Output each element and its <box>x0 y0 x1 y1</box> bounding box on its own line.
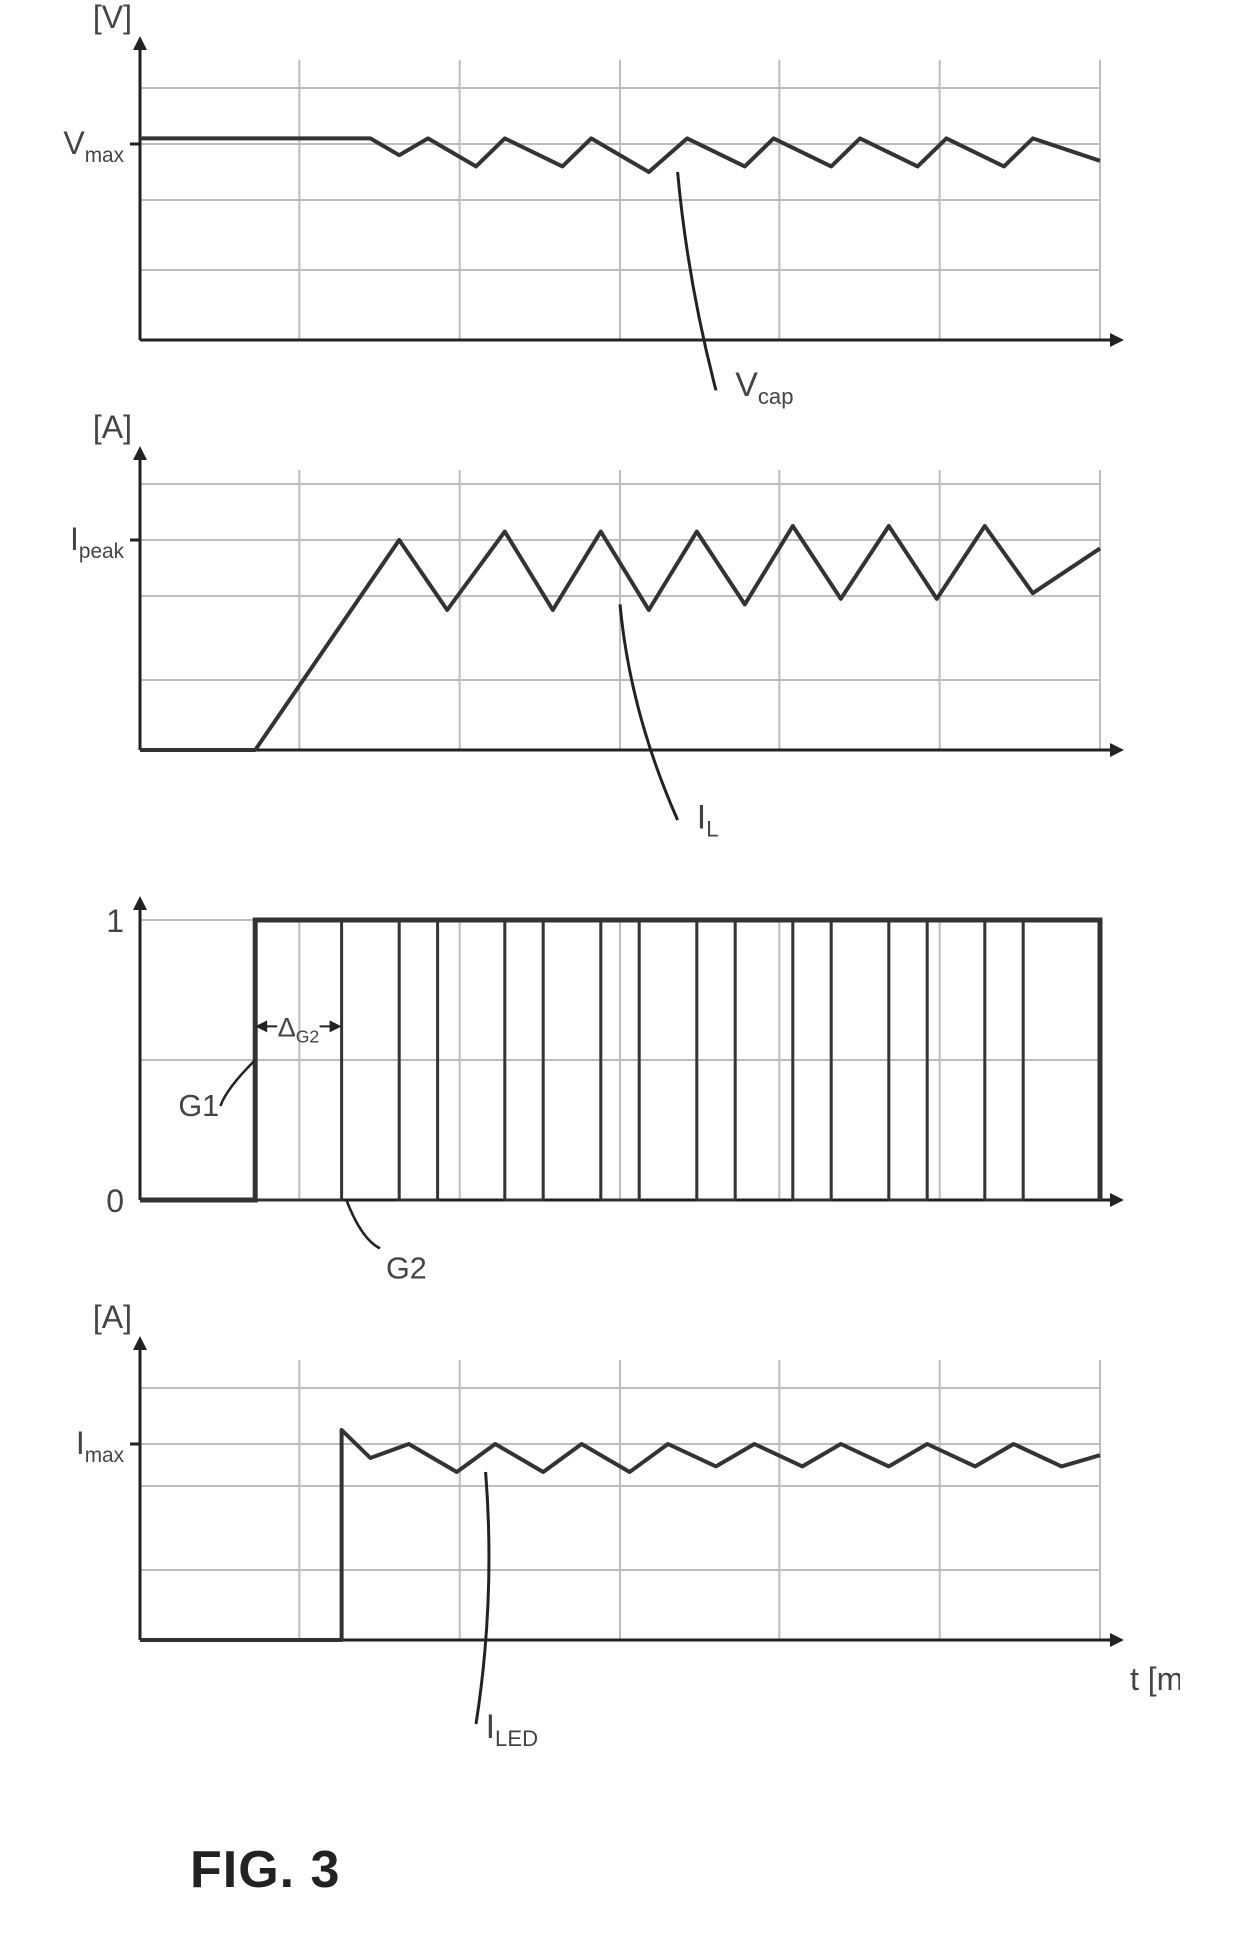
svg-text:G1: G1 <box>178 1089 219 1123</box>
chart-iL: [A] Ipeak IL <box>20 410 1180 875</box>
svg-text:Vcap: Vcap <box>735 366 793 409</box>
svg-text:Ipeak: Ipeak <box>70 521 125 563</box>
svg-text:[A]: [A] <box>93 1300 132 1335</box>
svg-text:Vmax: Vmax <box>63 125 124 167</box>
svg-text:IL: IL <box>697 798 719 841</box>
svg-text:1: 1 <box>106 903 124 939</box>
svg-text:Imax: Imax <box>76 1425 125 1467</box>
chart-gates: 10ΔG2G1G2 <box>20 860 1180 1325</box>
svg-text:G2: G2 <box>386 1251 427 1285</box>
svg-text:[A]: [A] <box>93 410 132 445</box>
chart-iled: [A] Imax ILED t [ms] <box>20 1300 1180 1765</box>
svg-text:[V]: [V] <box>93 0 132 35</box>
svg-text:ILED: ILED <box>486 1708 538 1751</box>
chart-vcap: [V] Vmax Vcap <box>20 0 1180 465</box>
svg-text:t [ms]: t [ms] <box>1130 1661 1180 1697</box>
svg-text:0: 0 <box>106 1183 124 1219</box>
figure-caption: FIG. 3 <box>190 1840 340 1900</box>
